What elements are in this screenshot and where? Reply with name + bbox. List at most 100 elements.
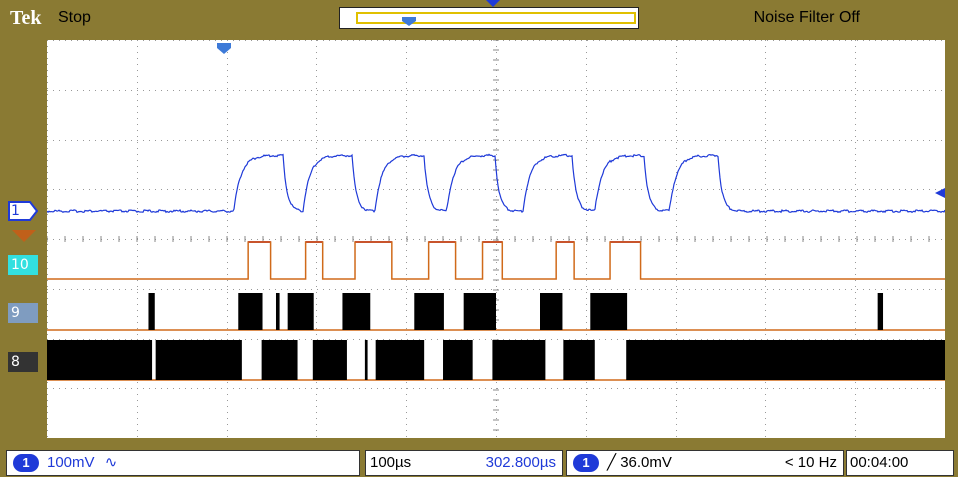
grid-dot xyxy=(107,239,108,240)
channel-d9-marker[interactable]: 9 xyxy=(8,303,38,323)
d9-burst xyxy=(148,293,155,330)
grid-dot xyxy=(406,298,407,299)
grid-dot xyxy=(467,239,468,240)
grid-dot xyxy=(406,94,407,95)
grid-dot xyxy=(765,286,766,287)
waveform-display[interactable] xyxy=(47,40,945,438)
grid-dot xyxy=(701,140,702,141)
grid-dot xyxy=(496,88,497,89)
grid-dot xyxy=(797,140,798,141)
grid-dot xyxy=(137,202,138,203)
grid-dot xyxy=(251,140,252,141)
grid-dot xyxy=(383,239,384,240)
grid-dot xyxy=(383,339,384,340)
grid-dot xyxy=(779,140,780,141)
channel-d10-marker[interactable]: 10 xyxy=(8,255,38,275)
grid-dot xyxy=(406,292,407,293)
grid-dot xyxy=(761,339,762,340)
grid-dot xyxy=(281,388,282,389)
grid-dot xyxy=(197,140,198,141)
grid-dot xyxy=(539,388,540,389)
grid-dot xyxy=(406,262,407,263)
grid-dot xyxy=(275,90,276,91)
grid-dot xyxy=(677,140,678,141)
grid-dot xyxy=(839,140,840,141)
grid-dot xyxy=(185,40,186,41)
record-time-readout: 00:04:00 xyxy=(846,450,954,476)
grid-dot xyxy=(53,289,54,290)
grid-dot xyxy=(353,388,354,389)
grid-dot xyxy=(647,388,648,389)
grid-dot xyxy=(227,160,228,161)
grid-dot xyxy=(406,382,407,383)
grid-dot xyxy=(586,82,587,83)
grid-dot xyxy=(185,189,186,190)
grid-dot xyxy=(676,400,677,401)
grid-dot xyxy=(137,58,138,59)
grid-dot xyxy=(767,388,768,389)
record-overview-bar[interactable] xyxy=(339,7,639,29)
grid-dot xyxy=(503,40,504,41)
grid-dot xyxy=(227,400,228,401)
grid-dot xyxy=(185,239,186,240)
grid-dot xyxy=(779,339,780,340)
grid-dot xyxy=(581,289,582,290)
grid-dot xyxy=(647,140,648,141)
channel-d8-marker[interactable]: 8 xyxy=(8,352,38,372)
grid-dot xyxy=(899,189,900,190)
grid-dot xyxy=(383,289,384,290)
grid-dot xyxy=(765,256,766,257)
ch1-scale-readout[interactable]: 1 100mV ∿ xyxy=(6,450,360,476)
grid-dot xyxy=(329,90,330,91)
grid-dot xyxy=(137,100,138,101)
grid-dot xyxy=(855,118,856,119)
grid-dot xyxy=(803,289,804,290)
grid-dot xyxy=(689,140,690,141)
grid-dot xyxy=(233,339,234,340)
grid-dot xyxy=(599,90,600,91)
horizontal-readout[interactable]: 100µs 302.800µs xyxy=(365,450,563,476)
grid-dot xyxy=(71,189,72,190)
grid-dot xyxy=(227,76,228,77)
grid-dot xyxy=(137,400,138,401)
grid-dot xyxy=(137,166,138,167)
grid-dot xyxy=(131,289,132,290)
grid-dot xyxy=(317,40,318,41)
grid-dot xyxy=(47,118,48,119)
grid-dot xyxy=(443,289,444,290)
grid-dot xyxy=(257,388,258,389)
grid-dot xyxy=(65,388,66,389)
grid-dot xyxy=(149,289,150,290)
grid-dot xyxy=(455,140,456,141)
grid-dot xyxy=(137,412,138,413)
grid-dot xyxy=(899,289,900,290)
grid-dot xyxy=(767,289,768,290)
grid-dot xyxy=(737,40,738,41)
grid-dot xyxy=(659,339,660,340)
grid-dot xyxy=(47,184,48,185)
channel-1-marker[interactable]: 1 xyxy=(8,201,39,221)
grid-dot xyxy=(305,90,306,91)
grid-dot xyxy=(437,140,438,141)
grid-dot xyxy=(593,239,594,240)
grid-dot xyxy=(676,190,677,191)
grid-dot xyxy=(855,304,856,305)
grid-dot xyxy=(765,244,766,245)
grid-dot xyxy=(586,430,587,431)
trigger-readout[interactable]: 1 ╱ 36.0mV < 10 Hz xyxy=(566,450,844,476)
grid-dot xyxy=(869,388,870,389)
grid-dot xyxy=(155,189,156,190)
grid-dot xyxy=(821,189,822,190)
grid-dot xyxy=(496,226,497,227)
grid-dot xyxy=(586,160,587,161)
grid-dot xyxy=(641,189,642,190)
grid-dot xyxy=(227,328,228,329)
trigger-source-badge: 1 xyxy=(573,454,599,472)
grid-dot xyxy=(449,189,450,190)
grid-dot xyxy=(113,140,114,141)
grid-dot xyxy=(586,382,587,383)
grid-dot xyxy=(305,289,306,290)
grid-dot xyxy=(461,289,462,290)
grid-dot xyxy=(59,40,60,41)
grid-dot xyxy=(101,289,102,290)
